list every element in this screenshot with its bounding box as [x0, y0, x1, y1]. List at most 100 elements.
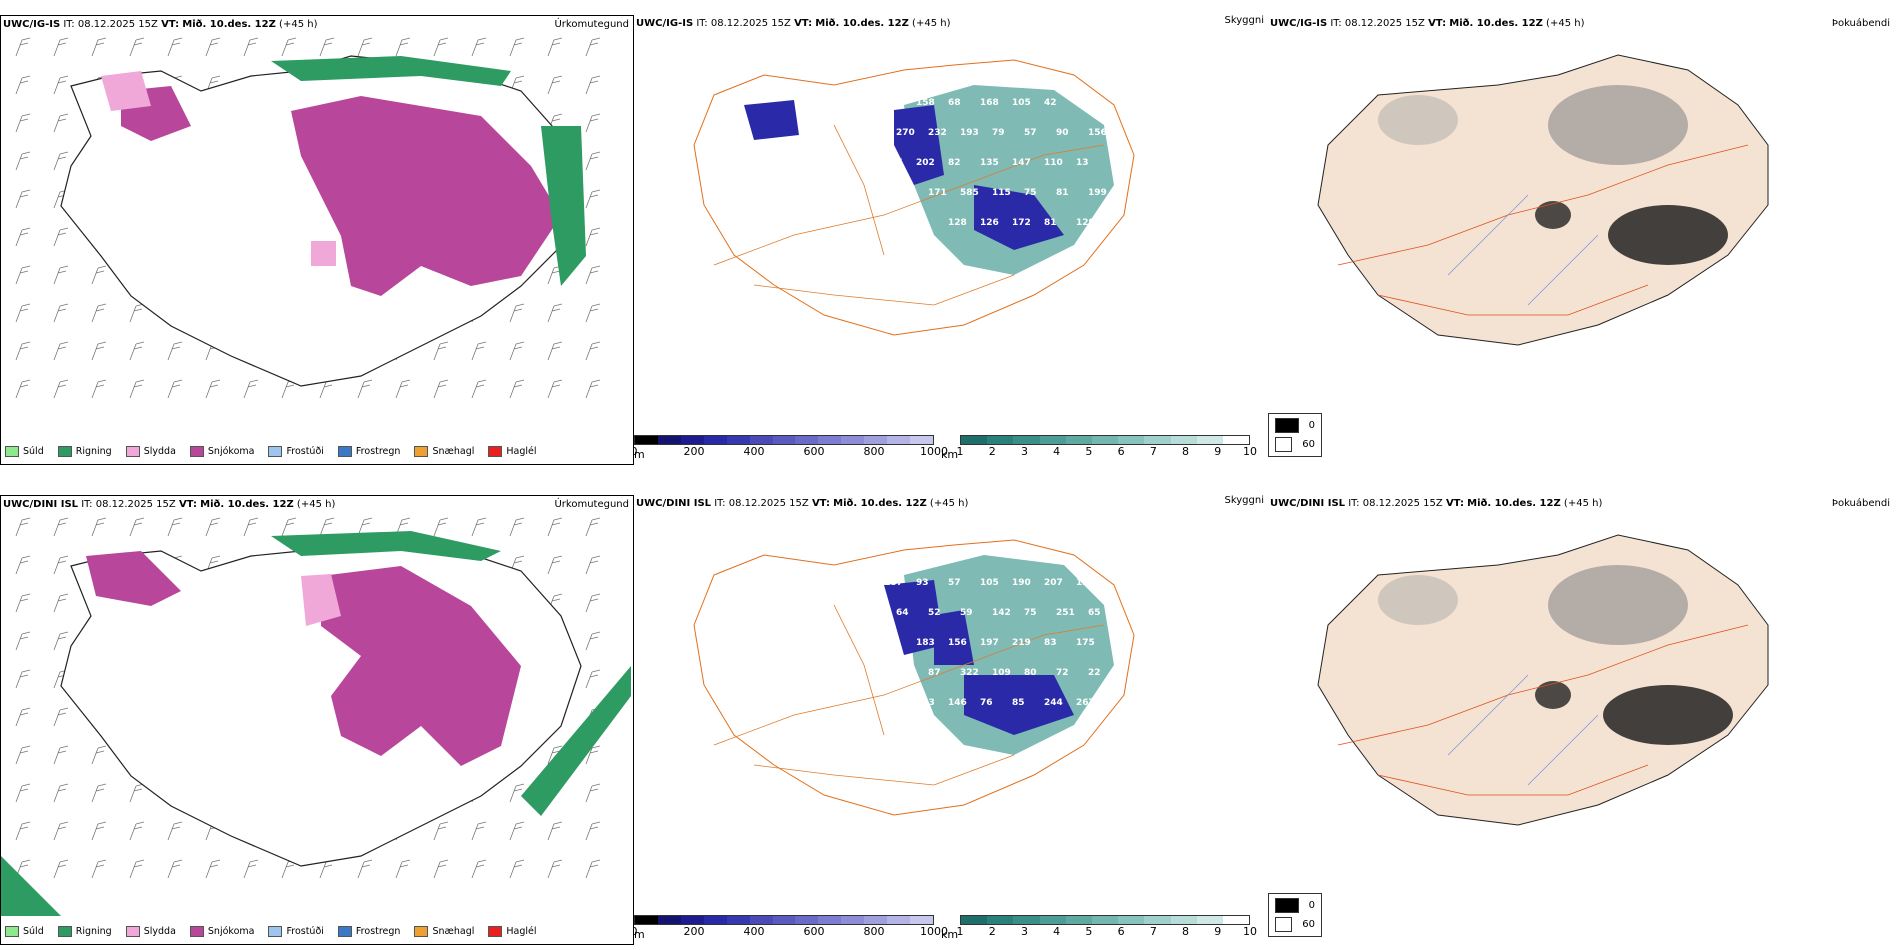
ceiling-value-label: 232 [928, 128, 947, 138]
colorbar-tick: 9 [1214, 445, 1222, 458]
wind-barb [167, 37, 183, 57]
legend-item-7: Haglél [488, 926, 537, 937]
colorbar-tick: 200 [683, 925, 705, 938]
wind-barb [91, 265, 107, 285]
wind-barb [471, 379, 487, 399]
wind-barb [91, 303, 107, 323]
roads [713, 124, 1105, 306]
ceiling-value-label: 585 [960, 188, 979, 198]
wind-barb [53, 151, 69, 171]
legend-swatch [5, 926, 19, 937]
wind-barb [91, 783, 107, 803]
colorbar-tick: 6 [1117, 445, 1125, 458]
wind-barb [585, 227, 601, 247]
precip-map-2[interactable] [1, 496, 633, 916]
colorbar-tick: 7 [1149, 925, 1157, 938]
snow-area [86, 551, 521, 766]
fog-legend-1: 0 60 [1268, 413, 1322, 457]
colorbar-segment [657, 436, 681, 444]
ceiling-value-label: 80 [1024, 668, 1037, 678]
colorbar-tick: 9 [1214, 925, 1222, 938]
precip-map-1[interactable] [1, 16, 633, 436]
wind-barb [15, 555, 31, 575]
legend-label: Frostúði [286, 446, 324, 457]
wind-barb [547, 745, 563, 765]
wind-barb [15, 707, 31, 727]
wind-barb [91, 859, 107, 879]
fog-map-2[interactable] [1268, 515, 1900, 885]
ceiling-value-label: 322 [960, 668, 979, 678]
ceiling-value-label: 103 [884, 218, 903, 228]
wind-barb [471, 821, 487, 841]
colorbar-tick: 600 [803, 925, 825, 938]
wind-barb [585, 75, 601, 95]
ceiling-value-label: 193 [960, 128, 979, 138]
legend-item-2: Slydda [125, 926, 176, 937]
wind-barb [15, 341, 31, 361]
ceiling-map-2[interactable]: 187 93 57 105 190 207 122 64 52 59 142 75 251 65 78 183… [634, 515, 1264, 915]
ceiling-value-label: 109 [992, 668, 1011, 678]
wind-barb [585, 265, 601, 285]
legend-item-0: Súld [5, 926, 44, 937]
wind-barb [15, 303, 31, 323]
ceiling-value-label: 82 [948, 158, 961, 168]
ceiling-value-label: 57 [948, 578, 961, 588]
ceiling-value-label: 146 [948, 698, 967, 708]
legend-label: Snæhagl [432, 446, 475, 457]
colorbar-tick: 7 [1149, 445, 1157, 458]
ceiling-value-label: 68 [948, 98, 961, 108]
wind-barb [129, 517, 145, 537]
colorbar-segment [635, 916, 658, 924]
ceiling-colorbar-1: 0 200 400 600 800 1000 [634, 435, 948, 458]
panel-title-fog-2: Þokuábendi [1831, 498, 1890, 509]
wind-barb [167, 341, 183, 361]
low-ceiling-areas [884, 580, 1074, 735]
wind-barb [547, 379, 563, 399]
ceiling-map-1[interactable]: 51 158 68 168 105 42 65 270 232 193 79 57 90 156 305 20… [634, 35, 1264, 435]
wind-barb [129, 379, 145, 399]
wind-barb [53, 75, 69, 95]
ceiling-value-label: 61 [916, 218, 929, 228]
colorbar-segment [1065, 436, 1092, 444]
map-header-2b: UWC/DINI ISL IT: 08.12.2025 15Z VT: Mið.… [636, 498, 969, 509]
wind-barb [585, 113, 601, 133]
ceiling-value-label: 105 [1012, 98, 1031, 108]
colorbar-segment [1039, 436, 1066, 444]
colorbar-segment [703, 916, 727, 924]
colorbar-segment [1039, 916, 1066, 924]
wind-barb [53, 379, 69, 399]
wind-barb [91, 341, 107, 361]
wind-barb [91, 379, 107, 399]
sleet-area [101, 71, 336, 266]
ceiling-value-label: 51 [884, 98, 897, 108]
visibility-colorbar-2: 1 2 3 4 5 6 7 8 9 10 [957, 915, 1257, 938]
wind-barb [243, 859, 259, 879]
colorbar-segment [1091, 436, 1119, 444]
wind-barb [53, 341, 69, 361]
ceiling-value-label: 175 [1076, 638, 1095, 648]
wind-barb [547, 821, 563, 841]
legend-label: Snjókoma [207, 446, 255, 457]
legend-item-4: Frostúði [268, 446, 324, 457]
wind-barb [509, 379, 525, 399]
colorbar-tick: 6 [1117, 925, 1125, 938]
wind-barb [205, 379, 221, 399]
legend-item-3: Snjókoma [189, 926, 254, 937]
wind-barb [547, 303, 563, 323]
wind-barb [585, 517, 601, 537]
wind-barb [509, 341, 525, 361]
panel-title-ceiling-1: Skyggni [1224, 15, 1264, 26]
colorbar-segment [657, 916, 681, 924]
colorbar-tick: 800 [863, 925, 885, 938]
wind-barb [205, 37, 221, 57]
wind-barb [15, 113, 31, 133]
legend-swatch [57, 446, 72, 457]
ceiling-value-label: 65 [1076, 98, 1089, 108]
ceiling-value-label: 13 [1076, 158, 1089, 168]
legend-swatch [268, 926, 283, 937]
fog-map-1[interactable] [1268, 35, 1900, 415]
colorbar-segment [887, 916, 911, 924]
wind-barb [15, 227, 31, 247]
wind-barb [53, 113, 69, 133]
colorbar-segment [987, 436, 1014, 444]
